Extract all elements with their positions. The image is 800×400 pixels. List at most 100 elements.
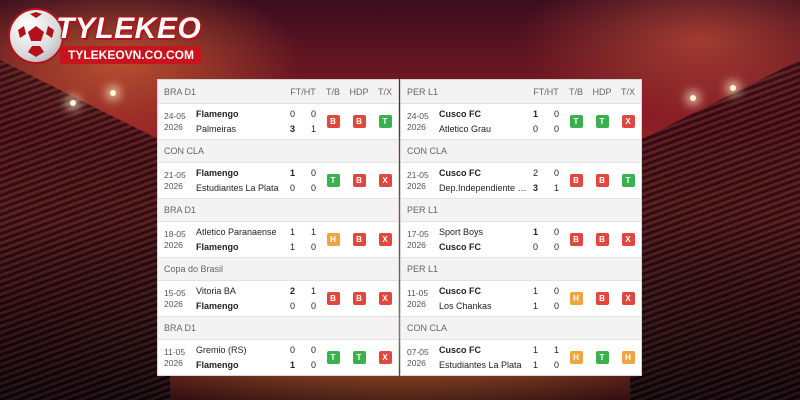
away-ht-score: 0	[553, 123, 559, 134]
competition-group-row: BRA D1	[158, 316, 398, 340]
competition-group-row: CON CLA	[158, 139, 398, 163]
match-teams: Atletico Paranaense Flamengo	[194, 225, 286, 255]
match-score: 1 0 0 0	[529, 225, 563, 255]
away-team[interactable]: Atletico Grau	[439, 123, 492, 134]
match-score: 0 0 1 0	[286, 343, 320, 373]
away-team[interactable]: Dep.Independiente Medellin	[439, 182, 529, 193]
home-ft-score: 0	[290, 344, 296, 355]
away-ft-score: 1	[290, 241, 296, 252]
tb-result-badge: H	[569, 351, 583, 364]
home-team[interactable]: Cusco FC	[439, 167, 482, 178]
match-date: 24-05 2026	[401, 111, 437, 133]
home-team[interactable]: Cusco FC	[439, 344, 482, 355]
match-teams: Flamengo Estudiantes La Plata	[194, 166, 286, 196]
match-day: 11-05	[407, 287, 429, 298]
tb-result-badge: T	[326, 174, 340, 187]
match-row[interactable]: 11-05 2026 Gremio (RS) Flamengo 0 0 1 0 T T X	[158, 340, 398, 375]
match-year: 2026	[164, 239, 183, 250]
away-ft-score: 0	[533, 123, 539, 134]
home-team[interactable]: Cusco FC	[439, 108, 482, 119]
match-date: 17-05 2026	[401, 229, 437, 251]
column-ftht: FT/HT	[290, 86, 316, 97]
tx-result-badge: X	[621, 115, 635, 128]
match-day: 21-05	[407, 169, 429, 180]
home-ft-score: 2	[290, 285, 296, 296]
away-team[interactable]: Cusco FC	[439, 241, 482, 252]
home-ht-score: 0	[310, 344, 316, 355]
away-team[interactable]: Estudiantes La Plata	[196, 182, 279, 193]
home-ht-score: 1	[553, 344, 559, 355]
home-ft-score: 1	[533, 226, 539, 237]
away-ft-score: 0	[290, 182, 296, 193]
away-team[interactable]: Flamengo	[196, 300, 239, 311]
home-ht-score: 0	[310, 167, 316, 178]
match-date: 11-05 2026	[401, 288, 437, 310]
home-ht-score: 1	[310, 226, 316, 237]
match-year: 2026	[164, 357, 183, 368]
match-score: 0 0 3 1	[286, 107, 320, 137]
home-team[interactable]: Vitoria BA	[196, 285, 236, 296]
match-year: 2026	[164, 298, 183, 309]
tx-result-badge: T	[378, 115, 392, 128]
away-team[interactable]: Estudiantes La Plata	[439, 359, 522, 370]
match-teams: Gremio (RS) Flamengo	[194, 343, 286, 373]
match-day: 24-05	[164, 110, 186, 121]
match-row[interactable]: 24-05 2026 Flamengo Palmeiras 0 0 3 1 B B T	[158, 104, 398, 139]
tx-result-badge: X	[378, 174, 392, 187]
hdp-result-badge: B	[595, 233, 609, 246]
home-team[interactable]: Flamengo	[196, 167, 239, 178]
match-row[interactable]: 07-05 2026 Cusco FC Estudiantes La Plata 1 1 1…	[401, 340, 641, 375]
match-teams: Sport Boys Cusco FC	[437, 225, 529, 255]
tb-result-badge: B	[569, 233, 583, 246]
competition-group-row: PER L1	[401, 198, 641, 222]
match-year: 2026	[164, 180, 183, 191]
away-ht-score: 0	[310, 359, 316, 370]
away-team[interactable]: Flamengo	[196, 359, 239, 370]
match-day: 17-05	[407, 228, 429, 239]
column-tb: T/B	[325, 86, 340, 97]
away-ht-score: 0	[310, 300, 316, 311]
away-ht-score: 0	[310, 182, 316, 193]
competition-group-row: PER L1	[401, 257, 641, 281]
match-date: 21-05 2026	[401, 170, 437, 192]
away-team[interactable]: Flamengo	[196, 241, 239, 252]
stadium-stand-left	[0, 60, 170, 400]
team-form-table-right: PER L1 FT/HT T/B HDP T/X 24-05 2026 Cusco …	[400, 79, 642, 376]
away-team[interactable]: Los Chankas	[439, 300, 492, 311]
column-ftht: FT/HT	[533, 86, 559, 97]
match-row[interactable]: 17-05 2026 Sport Boys Cusco FC 1 0 0 0 B B X	[401, 222, 641, 257]
away-ht-score: 1	[553, 182, 559, 193]
home-team[interactable]: Atletico Paranaense	[196, 226, 277, 237]
hdp-result-badge: B	[352, 233, 366, 246]
column-tx: T/X	[620, 86, 635, 97]
home-team[interactable]: Cusco FC	[439, 285, 482, 296]
match-day: 18-05	[164, 228, 186, 239]
away-team[interactable]: Palmeiras	[196, 123, 237, 134]
column-hdp: HDP	[349, 86, 369, 97]
match-day: 11-05	[164, 346, 186, 357]
match-row[interactable]: 21-05 2026 Flamengo Estudiantes La Plata 1 0 0…	[158, 163, 398, 198]
home-ft-score: 1	[290, 226, 296, 237]
home-team[interactable]: Flamengo	[196, 108, 239, 119]
match-row[interactable]: 15-05 2026 Vitoria BA Flamengo 2 1 0 0 B B X	[158, 281, 398, 316]
match-row[interactable]: 11-05 2026 Cusco FC Los Chankas 1 0 1 0 H B X	[401, 281, 641, 316]
hdp-result-badge: B	[352, 174, 366, 187]
stadium-light	[690, 95, 696, 101]
site-logo[interactable]: TYLEKEO TYLEKEOVN.CO.COM	[8, 8, 203, 64]
away-ht-score: 0	[553, 300, 559, 311]
match-row[interactable]: 18-05 2026 Atletico Paranaense Flamengo 1 1 1 0…	[158, 222, 398, 257]
tb-result-badge: B	[326, 292, 340, 305]
home-ht-score: 0	[553, 226, 559, 237]
tx-result-badge: X	[621, 292, 635, 305]
home-ft-score: 0	[290, 108, 296, 119]
home-team[interactable]: Sport Boys	[439, 226, 484, 237]
match-row[interactable]: 24-05 2026 Cusco FC Atletico Grau 1 0 0 0 T T X	[401, 104, 641, 139]
stadium-stand-right	[630, 60, 800, 400]
competition-group-row: BRA D1	[158, 198, 398, 222]
hdp-result-badge: T	[352, 351, 366, 364]
match-day: 15-05	[164, 287, 186, 298]
home-team[interactable]: Gremio (RS)	[196, 344, 247, 355]
match-year: 2026	[407, 121, 426, 132]
stadium-light	[70, 100, 76, 106]
